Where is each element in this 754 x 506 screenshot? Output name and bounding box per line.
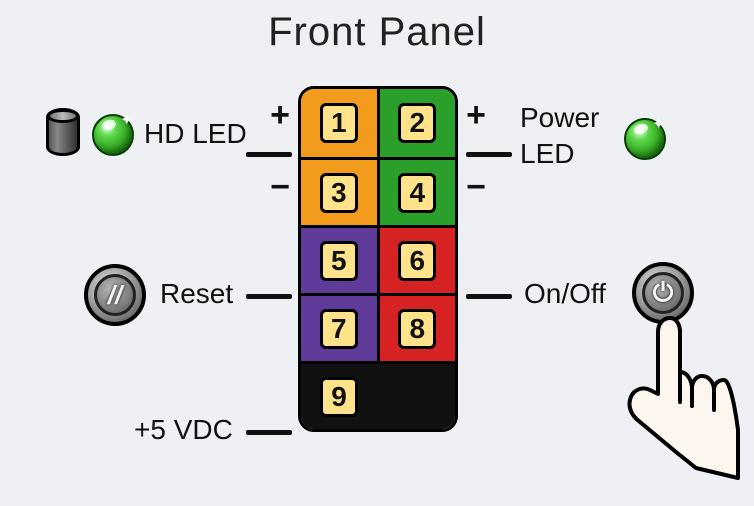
pin-6: 6 xyxy=(398,241,436,281)
reset-label: Reset xyxy=(160,278,233,310)
pin-8-cell: 8 xyxy=(377,293,456,361)
pin-1-cell: 1 xyxy=(301,89,377,157)
reset-glyph-icon: // xyxy=(108,280,122,311)
hd-led-icon: ✦ xyxy=(92,114,134,156)
pointing-hand-icon xyxy=(620,310,740,480)
hd-led-dash xyxy=(246,152,292,157)
power-button-icon: ⏻ xyxy=(632,262,694,324)
pin-3: 3 xyxy=(320,173,358,213)
power-led-label-1: Power xyxy=(520,102,599,134)
pin-8: 8 xyxy=(398,309,436,349)
pin-9-cell: 9 xyxy=(301,361,455,429)
pin-2-cell: 2 xyxy=(377,89,456,157)
power-led-icon: ✦ xyxy=(624,118,666,160)
page-title: Front Panel xyxy=(0,10,754,55)
vdc-dash xyxy=(246,430,292,435)
pin-4: 4 xyxy=(398,173,436,213)
pin-5: 5 xyxy=(320,241,358,281)
vdc-label: +5 VDC xyxy=(134,414,233,446)
pin-1: 1 xyxy=(320,103,358,143)
pin-4-cell: 4 xyxy=(377,157,456,225)
pin-5-cell: 5 xyxy=(301,225,377,293)
hd-led-plus: + xyxy=(270,96,290,135)
pin-7: 7 xyxy=(320,309,358,349)
onoff-label: On/Off xyxy=(524,278,606,310)
hdd-icon xyxy=(46,108,80,156)
pin-6-cell: 6 xyxy=(377,225,456,293)
reset-button-icon: // xyxy=(84,264,146,326)
onoff-dash xyxy=(466,294,512,299)
hd-led-label: HD LED xyxy=(144,118,247,150)
power-led-plus: + xyxy=(466,96,486,135)
power-led-minus: − xyxy=(466,168,486,207)
power-led-dash xyxy=(466,152,512,157)
pin-7-cell: 7 xyxy=(301,293,377,361)
pin-2: 2 xyxy=(398,103,436,143)
pin-3-cell: 3 xyxy=(301,157,377,225)
power-led-label-2: LED xyxy=(520,138,574,170)
reset-dash xyxy=(246,294,292,299)
hd-led-minus: − xyxy=(270,168,290,207)
power-glyph-icon: ⏻ xyxy=(653,277,674,309)
pin-9: 9 xyxy=(320,377,358,417)
connector-block: 1 2 3 4 5 6 7 8 9 xyxy=(298,86,458,432)
